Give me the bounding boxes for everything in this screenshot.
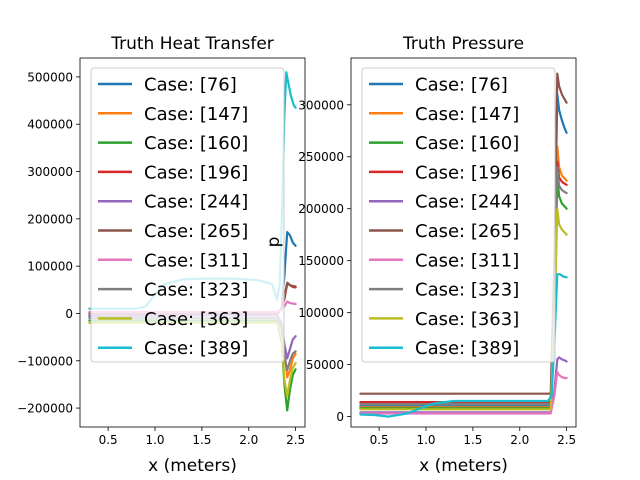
y-tick-label: 0 <box>65 307 73 321</box>
x-axis: 0.5 1.0 1.5 2.0 2.5 <box>370 427 576 447</box>
legend-entry: Case: [76] <box>415 75 508 96</box>
x-tick-label: 1.5 <box>463 433 482 447</box>
y-tick-label: −100000 <box>17 354 73 368</box>
x-tick-label: 0.5 <box>370 433 389 447</box>
y-axis-label: p <box>264 237 284 248</box>
series-line <box>359 72 568 395</box>
y-tick-label: 200000 <box>298 202 344 216</box>
y-tick-label: −200000 <box>17 402 73 416</box>
x-axis-label: x (meters) <box>419 456 508 476</box>
y-axis: −200000 −100000 0 100000 200000 300000 400000 5… <box>17 70 80 416</box>
x-axis-label: x (meters) <box>148 456 237 476</box>
y-tick-label: 150000 <box>298 254 344 268</box>
y-tick-label: 100000 <box>27 260 73 274</box>
legend-entry: Case: [389] <box>144 338 248 359</box>
series-line <box>359 207 568 411</box>
y-tick-label: 400000 <box>27 118 73 132</box>
y-tick-label: 300000 <box>27 165 73 179</box>
legend-entry: Case: [160] <box>415 133 519 154</box>
legend-entry: Case: [323] <box>415 280 519 301</box>
legend-entry: Case: [244] <box>415 192 519 213</box>
legend-entry: Case: [311] <box>144 250 248 271</box>
x-tick-label: 2.0 <box>510 433 529 447</box>
y-tick-label: 200000 <box>27 212 73 226</box>
plot-frame <box>350 57 577 428</box>
legend-entry: Case: [265] <box>415 221 519 242</box>
y-tick-label: 0 <box>336 410 344 424</box>
legend-entry: Case: [323] <box>144 280 248 301</box>
plot-frame <box>79 57 306 428</box>
y-tick-label: 100000 <box>298 306 344 320</box>
x-tick-label: 2.5 <box>557 433 576 447</box>
chart-pressure: Truth Pressure 0.5 1.0 1.5 2.0 2.5 0 50000 100… <box>264 34 577 476</box>
x-tick-label: 1.5 <box>192 433 211 447</box>
legend-entry: Case: [147] <box>144 104 248 125</box>
legend-box <box>90 67 285 363</box>
x-tick-label: 1.0 <box>145 433 164 447</box>
x-tick-label: 2.5 <box>286 433 305 447</box>
chart-heat-transfer: Truth Heat Transfer 0.5 1.0 1.5 2.0 2.5 −200… <box>17 34 306 476</box>
x-tick-label: 1.0 <box>416 433 435 447</box>
x-tick-label: 2.0 <box>239 433 258 447</box>
legend: Case: [76] Case: [147] Case: [160] Case: [1… <box>361 67 556 363</box>
y-tick-label: 300000 <box>298 98 344 112</box>
legend-entry: Case: [76] <box>144 75 237 96</box>
legend-entry: Case: [363] <box>415 309 519 330</box>
series-lines <box>359 72 568 418</box>
legend-entry: Case: [265] <box>144 221 248 242</box>
x-axis: 0.5 1.0 1.5 2.0 2.5 <box>99 427 305 447</box>
legend-box <box>361 67 556 363</box>
chart-title: Truth Pressure <box>402 34 524 54</box>
y-tick-label: 250000 <box>298 150 344 164</box>
legend-entry: Case: [244] <box>144 192 248 213</box>
legend-entry: Case: [196] <box>415 162 519 183</box>
chart-title: Truth Heat Transfer <box>110 34 274 54</box>
y-tick-label: 500000 <box>27 70 73 84</box>
x-tick-label: 0.5 <box>99 433 118 447</box>
legend: Case: [76] Case: [147] Case: [160] Case: [1… <box>90 67 285 363</box>
y-tick-label: 50000 <box>306 358 344 372</box>
legend-entry: Case: [389] <box>415 338 519 359</box>
legend-entry: Case: [363] <box>144 309 248 330</box>
legend-entry: Case: [147] <box>415 104 519 125</box>
y-axis: 0 50000 100000 150000 200000 250000 300000 <box>298 98 351 424</box>
series-line <box>359 370 568 415</box>
legend-entry: Case: [160] <box>144 133 248 154</box>
legend-entry: Case: [311] <box>415 250 519 271</box>
legend-entry: Case: [196] <box>144 162 248 183</box>
series-line <box>359 273 568 418</box>
